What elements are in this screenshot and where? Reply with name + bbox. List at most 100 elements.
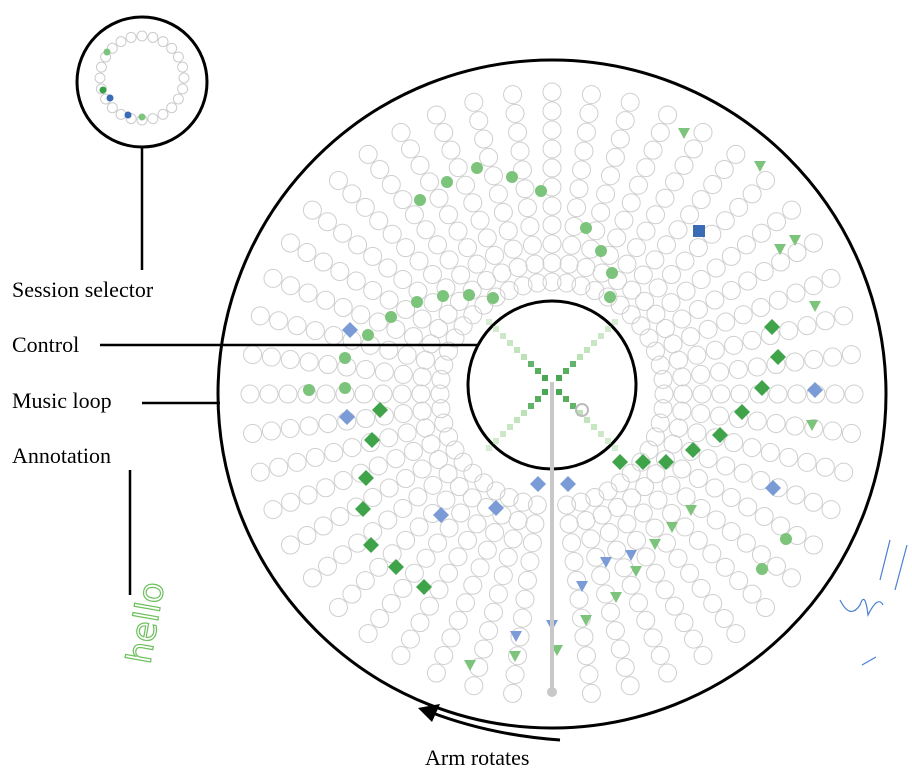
slot xyxy=(378,258,398,278)
slot xyxy=(614,210,634,230)
control-cell xyxy=(514,347,520,353)
slot xyxy=(738,271,758,291)
slot xyxy=(513,160,533,180)
slot xyxy=(434,123,454,143)
slot xyxy=(655,319,675,338)
annotation-ink[interactable] xyxy=(839,539,908,666)
slot xyxy=(305,321,325,341)
control-cell xyxy=(521,410,527,416)
slot xyxy=(379,478,399,498)
note xyxy=(764,319,780,335)
slot xyxy=(484,166,504,186)
slot xyxy=(477,228,497,248)
slot xyxy=(508,122,528,142)
control-cell xyxy=(507,340,513,346)
note xyxy=(487,292,499,304)
slot xyxy=(579,665,599,685)
slot xyxy=(412,401,432,421)
slot xyxy=(313,252,333,272)
slot xyxy=(645,518,665,538)
slot xyxy=(648,490,668,510)
slot xyxy=(317,212,337,232)
slot xyxy=(386,319,406,339)
slot xyxy=(627,530,646,550)
slot xyxy=(844,384,864,404)
slot xyxy=(351,305,371,325)
slot xyxy=(396,300,416,319)
control-knob[interactable] xyxy=(575,403,589,417)
slot xyxy=(721,281,741,300)
slot xyxy=(431,399,451,419)
slot xyxy=(355,197,375,217)
slot xyxy=(576,122,596,142)
slot xyxy=(557,273,577,293)
slot xyxy=(621,193,641,213)
slot xyxy=(615,111,635,131)
slot xyxy=(333,223,353,243)
note xyxy=(303,384,315,396)
slot xyxy=(684,629,703,649)
note xyxy=(756,563,768,575)
slot xyxy=(449,477,469,497)
slot xyxy=(428,235,448,255)
slot xyxy=(404,205,424,225)
slot xyxy=(674,155,694,175)
slot xyxy=(680,563,700,583)
slot xyxy=(576,646,596,666)
slot xyxy=(470,558,490,578)
slot xyxy=(269,311,289,331)
slot xyxy=(628,175,648,195)
annotation-ink[interactable]: hello xyxy=(119,578,174,667)
slot xyxy=(803,276,823,296)
note xyxy=(535,185,547,197)
slot xyxy=(348,235,368,255)
slot xyxy=(503,529,523,549)
slot xyxy=(474,473,494,493)
slot xyxy=(448,610,468,630)
slot xyxy=(715,211,735,231)
slot xyxy=(342,438,362,458)
slot xyxy=(747,411,767,431)
slot xyxy=(463,305,483,325)
control-cell xyxy=(598,431,604,437)
slot xyxy=(397,345,417,365)
note xyxy=(780,533,792,545)
music-loop[interactable] xyxy=(216,58,888,730)
arm-end xyxy=(547,687,557,697)
control-cell xyxy=(591,424,597,430)
slot xyxy=(351,463,371,483)
slot xyxy=(477,540,497,560)
slot xyxy=(486,287,506,307)
slot xyxy=(559,254,579,274)
note xyxy=(364,432,380,448)
note xyxy=(774,244,786,255)
slot xyxy=(797,316,817,336)
note xyxy=(488,500,504,516)
slot xyxy=(688,469,708,488)
control-cell xyxy=(605,326,611,332)
slot xyxy=(680,205,700,225)
slot xyxy=(342,584,362,604)
slot xyxy=(585,487,605,507)
slot xyxy=(669,418,689,438)
slot xyxy=(382,544,402,564)
slot xyxy=(620,676,640,696)
slot xyxy=(633,265,653,285)
slot xyxy=(779,447,799,467)
slot xyxy=(715,557,735,577)
slot xyxy=(458,530,477,550)
note xyxy=(441,176,453,188)
slot xyxy=(520,216,540,236)
slot xyxy=(688,530,708,550)
slot xyxy=(451,265,471,285)
slot xyxy=(742,184,762,204)
slot xyxy=(434,413,454,433)
slot xyxy=(751,223,771,243)
note xyxy=(411,296,423,308)
control-cell xyxy=(500,333,506,339)
slot xyxy=(592,505,612,525)
control-cell xyxy=(563,396,569,402)
slot xyxy=(439,250,459,270)
slot xyxy=(627,238,646,258)
slot xyxy=(766,413,786,433)
